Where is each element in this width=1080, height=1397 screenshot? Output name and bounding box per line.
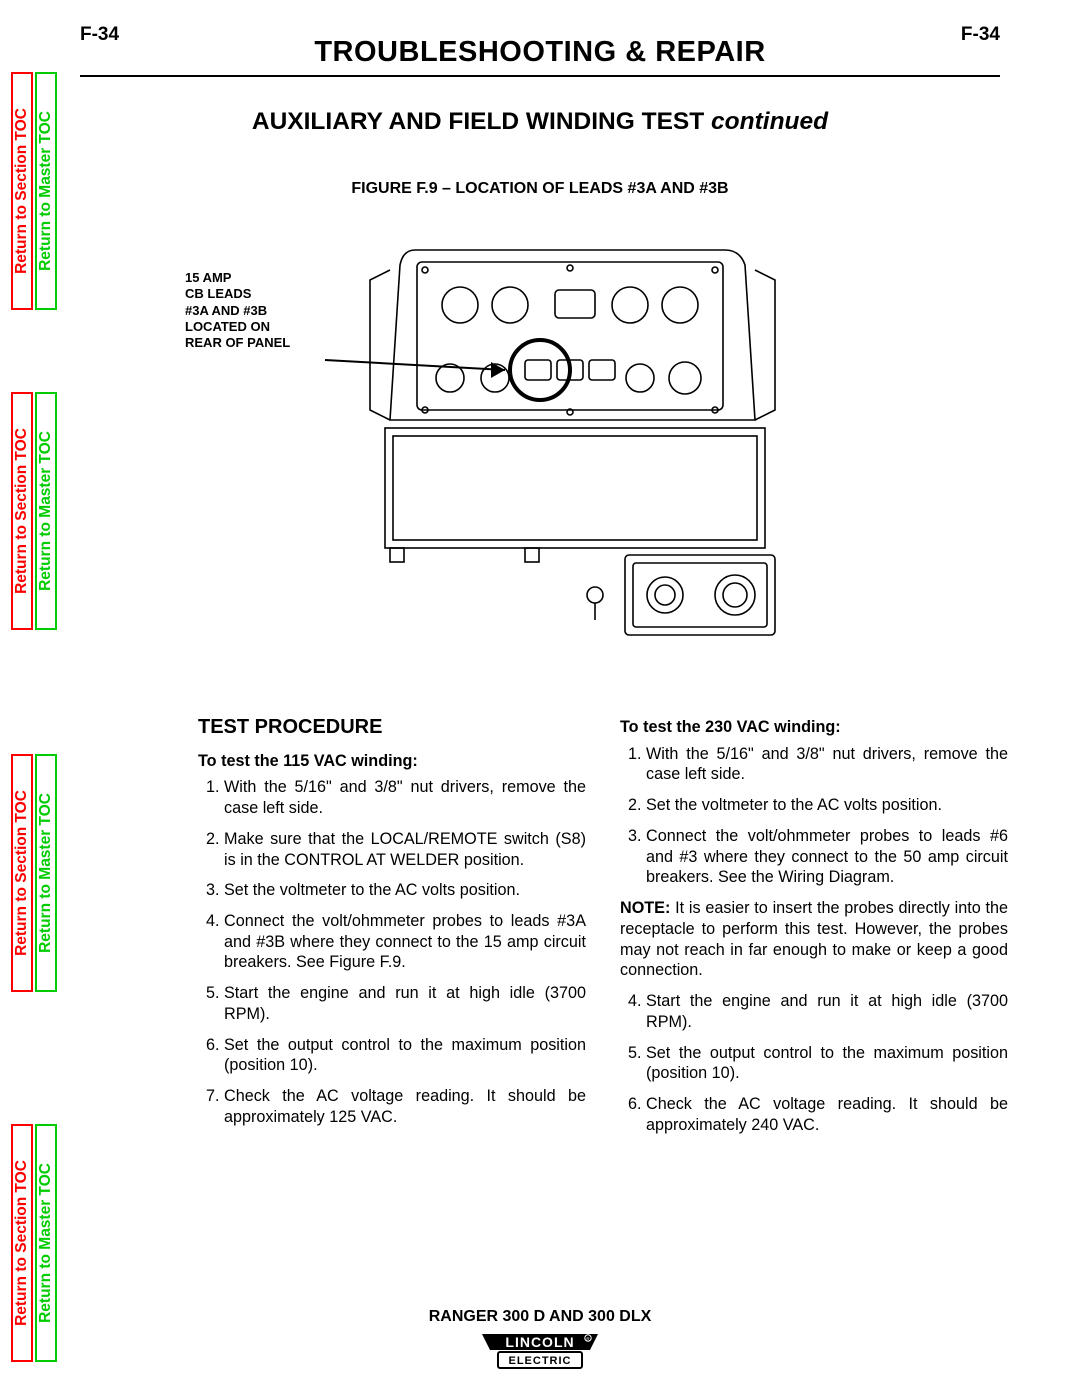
- page-code-right: F-34: [961, 24, 1000, 46]
- tab-label: Return to Section TOC: [13, 1160, 31, 1326]
- tab-section-toc-1[interactable]: Return to Section TOC: [11, 72, 33, 310]
- list-item: Start the engine and run it at high idle…: [224, 983, 586, 1024]
- callout-line: CB LEADS: [185, 286, 251, 301]
- left-steps: With the 5/16" and 3/8" nut drivers, rem…: [198, 777, 586, 1127]
- callout-line: #3A AND #3B: [185, 303, 267, 318]
- list-item: Connect the volt/ohmmeter probes to lead…: [224, 911, 586, 973]
- callout-line: LOCATED ON: [185, 319, 270, 334]
- note-text: It is easier to insert the probes direct…: [620, 899, 1008, 979]
- tab-label: Return to Master TOC: [37, 111, 55, 271]
- footer-model: RANGER 300 D AND 300 DLX: [80, 1308, 1000, 1326]
- note-label: NOTE:: [620, 899, 670, 917]
- figure-title: FIGURE F.9 – LOCATION OF LEADS #3A AND #…: [80, 180, 1000, 198]
- logo-top: LINCOLN: [505, 1334, 574, 1350]
- list-item: Start the engine and run it at high idle…: [646, 991, 1008, 1032]
- section-title: AUXILIARY AND FIELD WINDING TEST continu…: [80, 108, 1000, 136]
- callout-line: 15 AMP: [185, 270, 231, 285]
- left-column: TEST PROCEDURE To test the 115 VAC windi…: [198, 715, 586, 1145]
- list-item: Set the output control to the maximum po…: [224, 1035, 586, 1076]
- tab-master-toc-3[interactable]: Return to Master TOC: [35, 754, 57, 992]
- tab-master-toc-4[interactable]: Return to Master TOC: [35, 1124, 57, 1362]
- lincoln-logo: LINCOLN R ELECTRIC: [480, 1332, 600, 1372]
- list-item: Check the AC voltage reading. It should …: [646, 1094, 1008, 1135]
- section-title-main: AUXILIARY AND FIELD WINDING TEST: [252, 108, 711, 135]
- list-item: Check the AC voltage reading. It should …: [224, 1086, 586, 1127]
- right-column: To test the 230 VAC winding: With the 5/…: [620, 715, 1008, 1145]
- tab-label: Return to Master TOC: [37, 793, 55, 953]
- test-procedure-heading: TEST PROCEDURE: [198, 715, 586, 741]
- page-header: F-34 F-34 TROUBLESHOOTING & REPAIR: [80, 24, 1000, 77]
- right-steps-a: With the 5/16" and 3/8" nut drivers, rem…: [620, 744, 1008, 888]
- list-item: Set the voltmeter to the AC volts positi…: [224, 880, 586, 901]
- body-columns: TEST PROCEDURE To test the 115 VAC windi…: [198, 715, 1008, 1145]
- section-title-continued: continued: [711, 108, 828, 135]
- right-subheading: To test the 230 VAC winding:: [620, 717, 1008, 738]
- header-rule: [80, 75, 1000, 77]
- list-item: Connect the volt/ohmmeter probes to lead…: [646, 826, 1008, 888]
- list-item: With the 5/16" and 3/8" nut drivers, rem…: [224, 777, 586, 818]
- list-item: With the 5/16" and 3/8" nut drivers, rem…: [646, 744, 1008, 785]
- page-code-left: F-34: [80, 24, 119, 46]
- tab-section-toc-4[interactable]: Return to Section TOC: [11, 1124, 33, 1362]
- list-item: Set the voltmeter to the AC volts positi…: [646, 795, 1008, 816]
- logo-bot: ELECTRIC: [509, 1355, 572, 1367]
- callout-line: REAR OF PANEL: [185, 335, 290, 350]
- tab-section-toc-3[interactable]: Return to Section TOC: [11, 754, 33, 992]
- note-paragraph: NOTE: It is easier to insert the probes …: [620, 898, 1008, 981]
- tab-section-toc-2[interactable]: Return to Section TOC: [11, 392, 33, 630]
- tab-label: Return to Section TOC: [13, 428, 31, 594]
- panel-diagram: [295, 210, 855, 650]
- page-footer: RANGER 300 D AND 300 DLX LINCOLN R ELECT…: [80, 1308, 1000, 1377]
- left-subheading: To test the 115 VAC winding:: [198, 751, 586, 772]
- tab-label: Return to Section TOC: [13, 790, 31, 956]
- tab-master-toc-1[interactable]: Return to Master TOC: [35, 72, 57, 310]
- list-item: Set the output control to the maximum po…: [646, 1043, 1008, 1084]
- side-tabs: Return to Section TOC Return to Master T…: [11, 72, 59, 1362]
- page-title: TROUBLESHOOTING & REPAIR: [80, 24, 1000, 69]
- right-steps-b: Start the engine and run it at high idle…: [620, 991, 1008, 1135]
- figure-f9: 15 AMP CB LEADS #3A AND #3B LOCATED ON R…: [185, 210, 885, 650]
- tab-master-toc-2[interactable]: Return to Master TOC: [35, 392, 57, 630]
- tab-label: Return to Section TOC: [13, 108, 31, 274]
- tab-label: Return to Master TOC: [37, 1163, 55, 1323]
- list-item: Make sure that the LOCAL/REMOTE switch (…: [224, 829, 586, 870]
- tab-label: Return to Master TOC: [37, 431, 55, 591]
